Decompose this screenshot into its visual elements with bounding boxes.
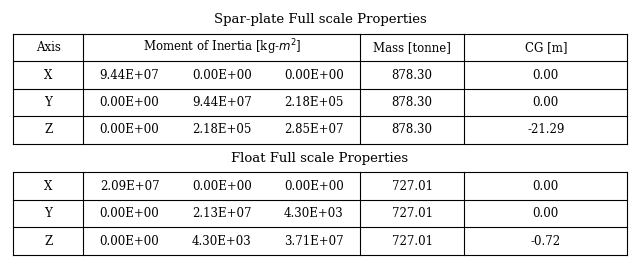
Text: 2.18E+05: 2.18E+05 — [192, 124, 252, 136]
Text: Y: Y — [44, 207, 52, 220]
Text: 9.44E+07: 9.44E+07 — [192, 96, 252, 109]
Text: 0.00E+00: 0.00E+00 — [100, 96, 159, 109]
Text: 727.01: 727.01 — [392, 207, 433, 220]
Text: Moment of Inertia [kg-$\mathit{m}$$^2$]: Moment of Inertia [kg-$\mathit{m}$$^2$] — [143, 38, 301, 57]
Text: Float Full scale Properties: Float Full scale Properties — [232, 152, 408, 165]
Text: 0.00E+00: 0.00E+00 — [100, 235, 159, 248]
Text: 727.01: 727.01 — [392, 180, 433, 193]
Text: 878.30: 878.30 — [392, 124, 433, 136]
Text: 2.18E+05: 2.18E+05 — [284, 96, 344, 109]
Text: CG [m]: CG [m] — [525, 41, 567, 54]
Text: Axis: Axis — [36, 41, 61, 54]
Text: 0.00: 0.00 — [532, 69, 559, 82]
Text: 0.00E+00: 0.00E+00 — [100, 207, 159, 220]
Text: 878.30: 878.30 — [392, 69, 433, 82]
Text: 0.00E+00: 0.00E+00 — [284, 180, 344, 193]
Text: 878.30: 878.30 — [392, 96, 433, 109]
Text: Spar-plate Full scale Properties: Spar-plate Full scale Properties — [214, 13, 426, 26]
Text: 0.00E+00: 0.00E+00 — [284, 69, 344, 82]
Text: 2.09E+07: 2.09E+07 — [100, 180, 159, 193]
Text: 0.00E+00: 0.00E+00 — [192, 180, 252, 193]
Text: 0.00: 0.00 — [532, 207, 559, 220]
Text: 0.00E+00: 0.00E+00 — [192, 69, 252, 82]
Text: X: X — [44, 69, 52, 82]
Text: 4.30E+03: 4.30E+03 — [192, 235, 252, 248]
Text: 2.85E+07: 2.85E+07 — [284, 124, 344, 136]
Text: 727.01: 727.01 — [392, 235, 433, 248]
Text: -21.29: -21.29 — [527, 124, 564, 136]
Text: X: X — [44, 180, 52, 193]
Text: 3.71E+07: 3.71E+07 — [284, 235, 344, 248]
Text: 0.00: 0.00 — [532, 96, 559, 109]
Text: -0.72: -0.72 — [531, 235, 561, 248]
Text: Z: Z — [44, 235, 52, 248]
Text: 4.30E+03: 4.30E+03 — [284, 207, 344, 220]
Text: 9.44E+07: 9.44E+07 — [100, 69, 159, 82]
Text: 0.00: 0.00 — [532, 180, 559, 193]
Text: 0.00E+00: 0.00E+00 — [100, 124, 159, 136]
Text: 2.13E+07: 2.13E+07 — [192, 207, 252, 220]
Text: Mass [tonne]: Mass [tonne] — [373, 41, 451, 54]
Text: Z: Z — [44, 124, 52, 136]
Text: Y: Y — [44, 96, 52, 109]
